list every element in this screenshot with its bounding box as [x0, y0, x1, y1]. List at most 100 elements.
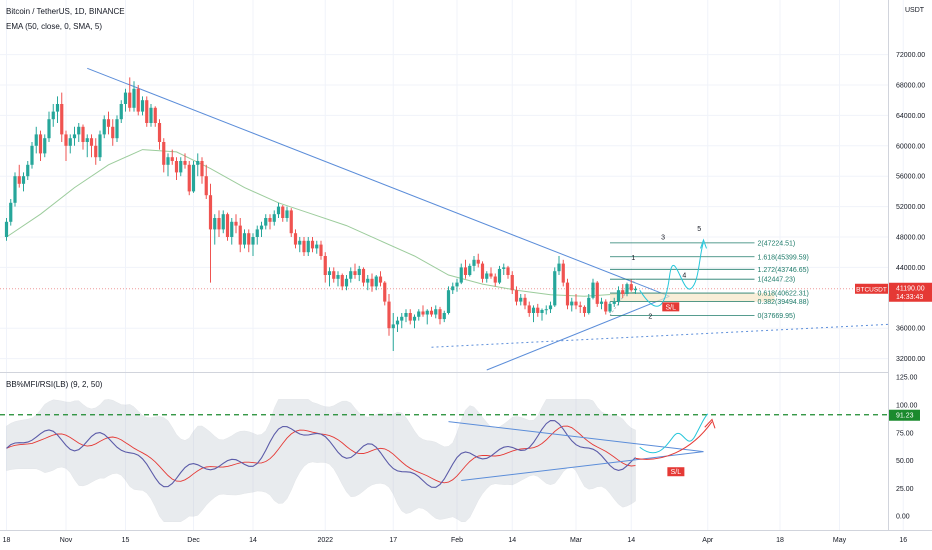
candle-body [26, 164, 30, 177]
candlestick-series [4, 77, 638, 351]
time-tick-label: 14 [627, 537, 635, 544]
fib-level-label: 0.618(40622.31) [758, 291, 809, 298]
candle-body [230, 221, 234, 237]
price-tick-label: 36000.00 [896, 326, 925, 333]
candle-body [612, 301, 616, 304]
candle-body [493, 276, 497, 283]
candle-body [30, 145, 34, 165]
candle-body [332, 271, 336, 279]
time-tick-label: 14 [249, 537, 257, 544]
candle-body [353, 271, 357, 275]
candle-body [157, 123, 162, 142]
candle-body [468, 265, 472, 275]
oscillator-legend: BB%MFI/RSI(LB) (9, 2, 50) [6, 380, 103, 389]
candle-body [395, 320, 400, 325]
fib-level-label: 1(42447.23) [758, 277, 796, 284]
candle-body [497, 268, 502, 283]
osc-stop-loss-box [667, 467, 685, 477]
candle-body [119, 104, 123, 120]
candle-body [64, 134, 68, 146]
candle-body [621, 290, 625, 294]
candle-body [289, 210, 293, 234]
fib-level-label: 0(37669.95) [758, 313, 796, 320]
candle-body [302, 240, 306, 253]
candle-body [217, 218, 221, 230]
time-tick-label: Nov [60, 537, 73, 544]
candle-body [340, 275, 344, 287]
dotted-support-line [431, 323, 889, 348]
time-tick-label: 17 [389, 537, 397, 544]
candle-body [170, 157, 174, 161]
price-tick-label: 44000.00 [896, 265, 925, 272]
candle-body [374, 276, 378, 287]
candle-body [595, 282, 599, 304]
candle-body [629, 284, 633, 291]
candle-body [561, 263, 565, 283]
candle-body [442, 313, 446, 320]
candle-body [429, 310, 434, 315]
candle-body [476, 259, 480, 264]
candle-body [417, 311, 421, 317]
candle-body [187, 164, 191, 192]
candle-body [502, 267, 506, 269]
candle-body [238, 225, 242, 245]
candle-body [17, 176, 21, 184]
candle-body [370, 278, 374, 287]
candle-body [247, 233, 251, 245]
wave-label: 1 [631, 255, 635, 262]
candle-body [123, 92, 128, 104]
candle-body [55, 104, 60, 112]
ema-legend: EMA (50, close, 0, SMA, 5) [6, 22, 103, 31]
candle-body [128, 92, 132, 108]
time-tick-label: 15 [122, 537, 130, 544]
price-badge [889, 282, 932, 302]
stop-loss-label: S/L [666, 304, 677, 311]
candle-body [383, 282, 387, 302]
candle-body [174, 161, 179, 173]
candle-body [85, 138, 89, 142]
candle-body [272, 214, 276, 222]
candle-body [591, 282, 595, 298]
candle-body [136, 88, 140, 112]
candle-body [378, 276, 383, 283]
candle-body [264, 218, 268, 226]
osc-tick-label: 100.00 [896, 403, 918, 410]
candle-body [183, 161, 187, 165]
candle-body [578, 305, 582, 307]
candle-body [485, 273, 489, 279]
candle-body [276, 206, 281, 215]
bollinger-band-fill [6, 399, 636, 522]
candle-body [510, 275, 514, 291]
candle-body [225, 214, 230, 237]
time-tick-label: May [833, 537, 847, 544]
candle-body [412, 316, 417, 321]
candle-body [463, 267, 468, 275]
candle-body [319, 244, 323, 256]
osc-tick-label: 25.00 [896, 486, 914, 493]
bar-countdown: 14:33:43 [896, 294, 923, 301]
price-tick-label: 64000.00 [896, 113, 925, 120]
candle-body [480, 263, 485, 279]
time-tick-label: 14 [508, 537, 516, 544]
candle-body [489, 273, 493, 277]
fib-level-label: 1.272(43746.65) [758, 267, 809, 274]
candle-body [408, 313, 412, 321]
symbol-badge-label: BTCUSDT [856, 286, 887, 293]
candle-body [115, 119, 119, 139]
candle-body [285, 210, 289, 218]
price-badge-value: 41190.00 [896, 285, 925, 292]
candle-body [357, 268, 361, 275]
wave-label: 3 [661, 234, 665, 241]
candle-body [98, 134, 102, 158]
candle-body [21, 176, 26, 184]
candle-body [608, 303, 612, 312]
oscillator-pane: S/L [0, 399, 888, 522]
osc-resistance-trendline [448, 421, 704, 453]
candle-body [366, 278, 370, 283]
candle-body [315, 244, 319, 249]
candle-body [208, 195, 213, 230]
time-tick-label: Feb [451, 537, 463, 544]
axes: USDT 72000.00 68000.00 64000.00 60000.00 5600… [3, 7, 932, 544]
